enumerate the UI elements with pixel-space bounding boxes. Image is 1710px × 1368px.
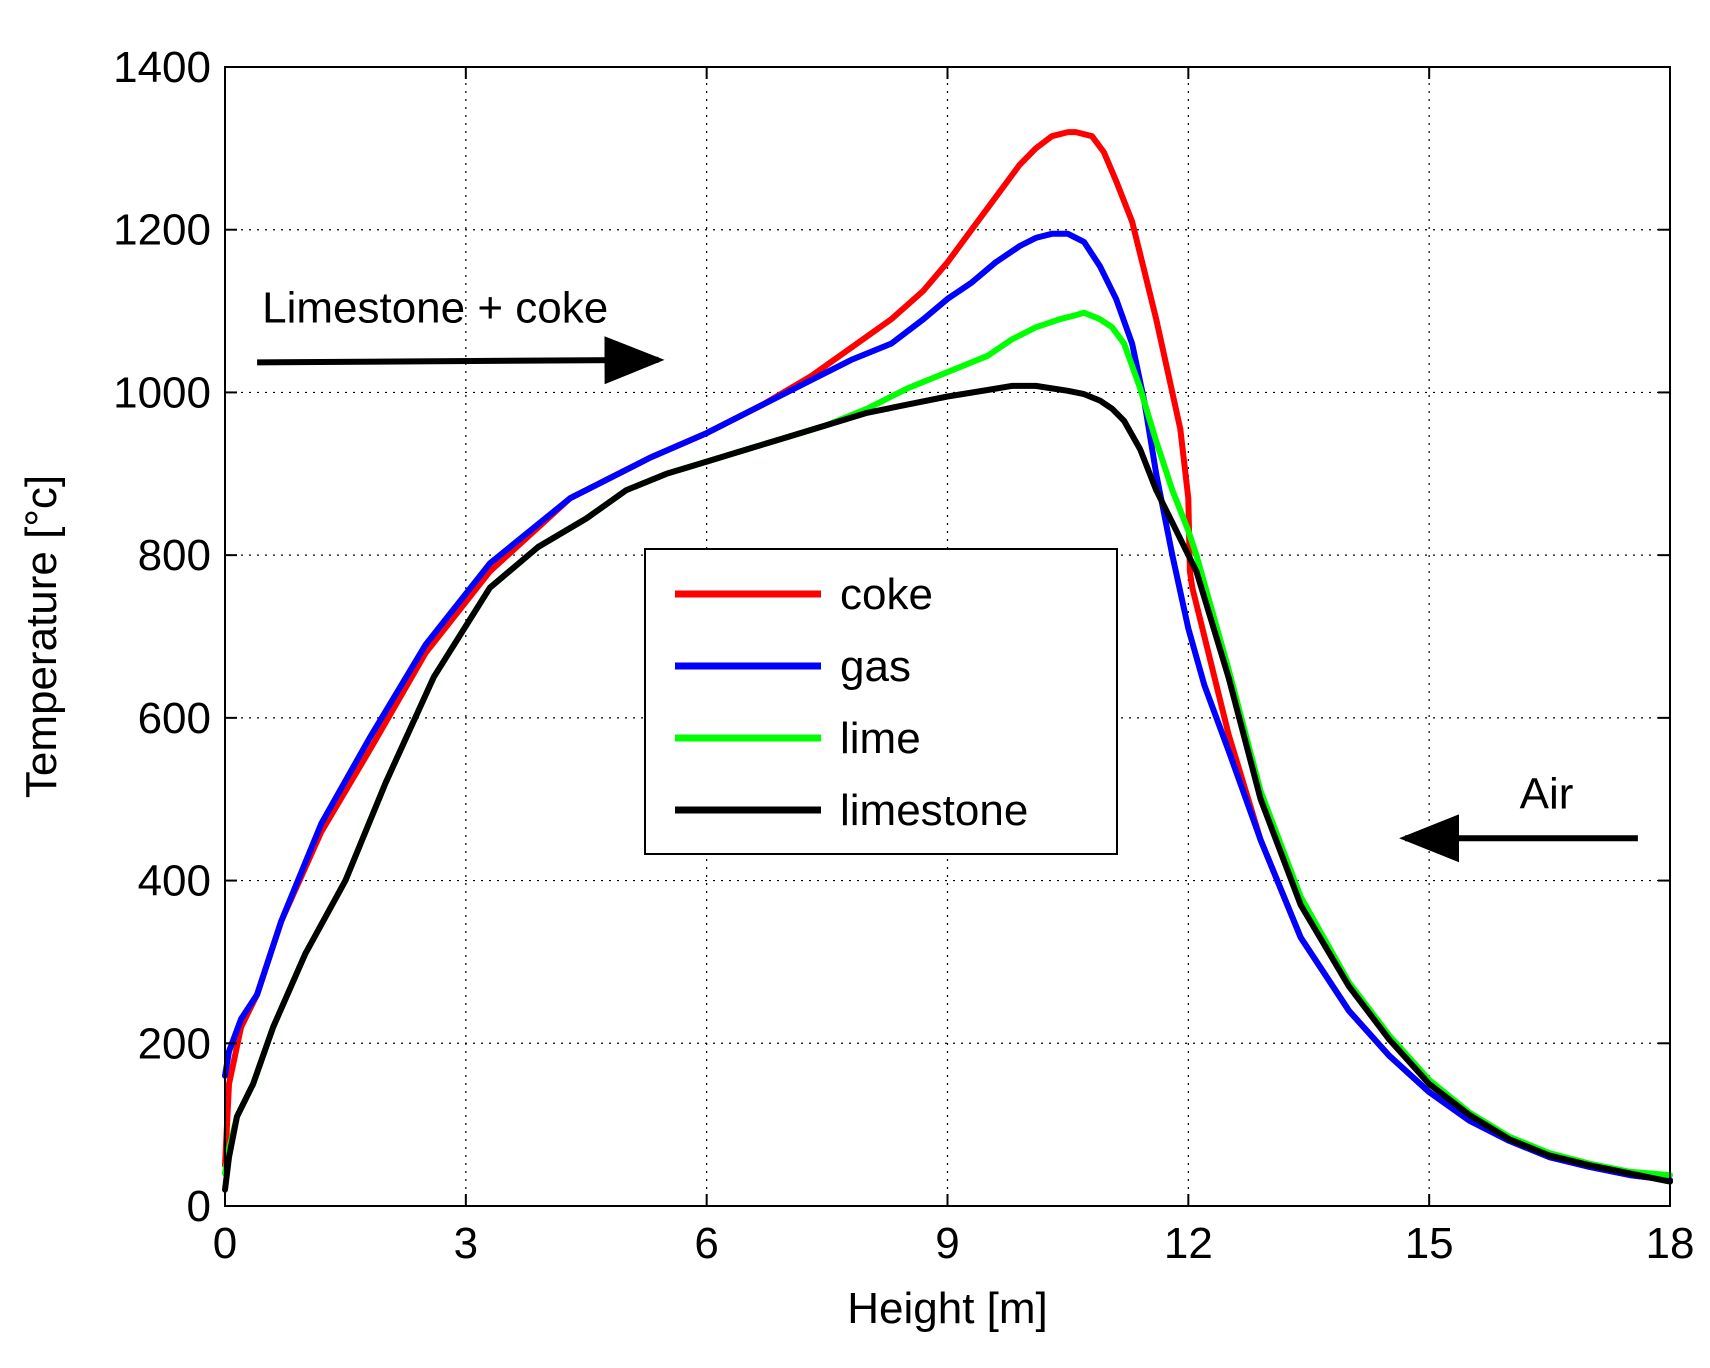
x-tick-label: 18 [1646,1219,1695,1268]
x-tick-label: 15 [1405,1219,1454,1268]
annotation-layer: Limestone + coke Air [257,283,1638,863]
y-tick-label: 1400 [113,43,211,92]
annotation-label: Air [1520,769,1574,818]
legend-box [644,548,1118,855]
annotation-arrow-right [257,336,665,385]
x-axis-label: Height [m] [847,1284,1048,1333]
y-tick-label: 1200 [113,206,211,255]
series-line-gas [222,230,1673,1183]
legend-label-coke: coke [840,570,933,619]
y-tick-label: 400 [138,857,211,906]
y-tick-label: 0 [187,1182,211,1231]
legend-label-limestone: limestone [840,786,1028,835]
x-tick-label: 12 [1164,1219,1213,1268]
y-tick-label: 200 [138,1019,211,1068]
series-line-limestone [222,382,1673,1193]
legend-label-gas: gas [840,642,911,691]
y-tick-label: 600 [138,694,211,743]
y-tick-label: 1000 [113,368,211,417]
annotation-label: Limestone + coke [262,283,608,332]
legend-label-lime: lime [840,714,921,763]
x-tick-label: 9 [935,1219,959,1268]
tick-layer: 0 3 6 9 12 15 18 0 200 400 600 800 1000 1200 1400 [113,43,1694,1268]
x-tick-label: 6 [694,1219,718,1268]
y-axis-label: Temperature [°c] [17,475,66,798]
legend: coke gas lime limestone [644,548,1118,855]
series-layer [222,129,1673,1193]
x-tick-label: 3 [454,1219,478,1268]
y-tick-label: 800 [138,531,211,580]
x-tick-label: 0 [213,1219,237,1268]
